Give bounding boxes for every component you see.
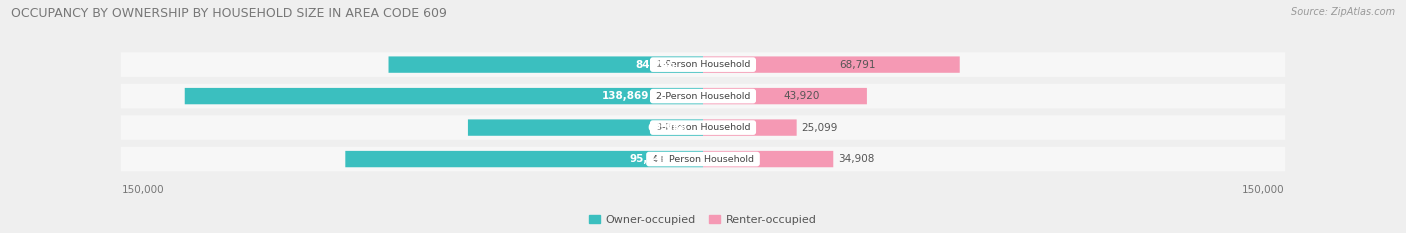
Text: 43,920: 43,920 [783, 91, 820, 101]
Text: 1-Person Household: 1-Person Household [652, 60, 754, 69]
FancyBboxPatch shape [703, 88, 868, 104]
FancyBboxPatch shape [703, 56, 960, 73]
Text: 95,844: 95,844 [628, 154, 669, 164]
FancyBboxPatch shape [184, 88, 703, 104]
Text: 25,099: 25,099 [801, 123, 838, 133]
Text: Source: ZipAtlas.com: Source: ZipAtlas.com [1291, 7, 1395, 17]
Legend: Owner-occupied, Renter-occupied: Owner-occupied, Renter-occupied [585, 210, 821, 229]
FancyBboxPatch shape [121, 147, 1285, 171]
Text: 3-Person Household: 3-Person Household [652, 123, 754, 132]
FancyBboxPatch shape [388, 56, 703, 73]
FancyBboxPatch shape [468, 119, 703, 136]
FancyBboxPatch shape [346, 151, 703, 167]
Text: 138,869: 138,869 [602, 91, 650, 101]
FancyBboxPatch shape [703, 119, 797, 136]
Text: 68,791: 68,791 [839, 60, 876, 70]
Text: 2-Person Household: 2-Person Household [652, 92, 754, 101]
Text: 4+ Person Household: 4+ Person Household [650, 154, 756, 164]
Text: 84,266: 84,266 [636, 60, 676, 70]
FancyBboxPatch shape [121, 115, 1285, 140]
FancyBboxPatch shape [703, 151, 834, 167]
FancyBboxPatch shape [121, 84, 1285, 108]
Text: OCCUPANCY BY OWNERSHIP BY HOUSEHOLD SIZE IN AREA CODE 609: OCCUPANCY BY OWNERSHIP BY HOUSEHOLD SIZE… [11, 7, 447, 20]
Text: 62,988: 62,988 [648, 123, 688, 133]
FancyBboxPatch shape [121, 52, 1285, 77]
Text: 34,908: 34,908 [838, 154, 875, 164]
